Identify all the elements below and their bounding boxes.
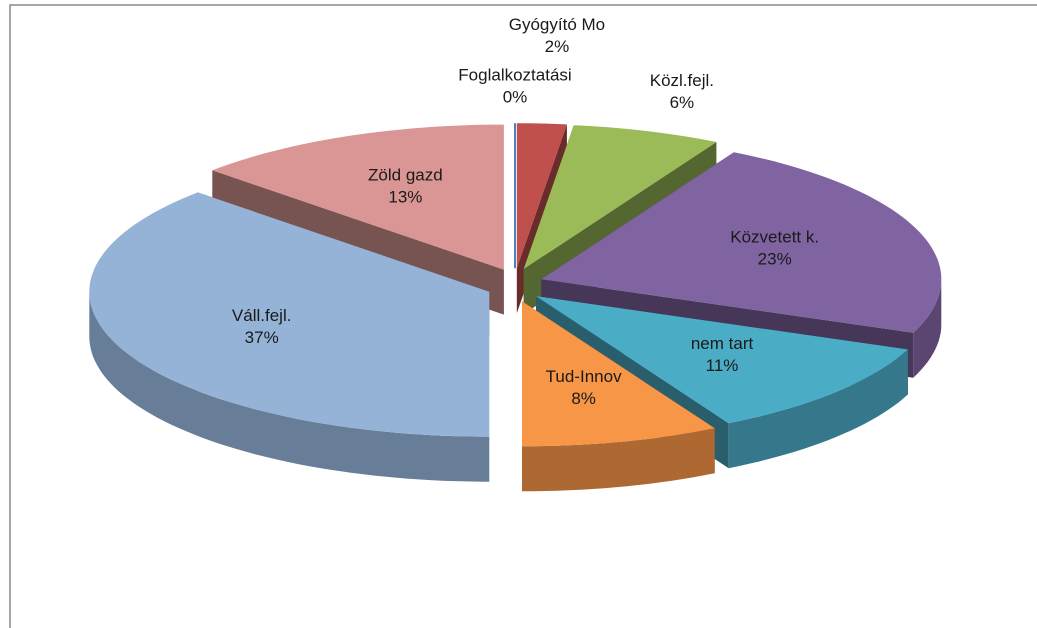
- label-name: nem tart: [691, 334, 754, 353]
- label-value: 37%: [245, 328, 279, 347]
- slice: [541, 152, 942, 333]
- label-name: Váll.fejl.: [232, 306, 292, 325]
- label-name: Közvetett k.: [730, 227, 819, 246]
- label-value: 13%: [388, 188, 422, 207]
- slice-wall: [728, 349, 908, 469]
- slice-wall: [89, 291, 490, 482]
- label-value: 8%: [571, 389, 596, 408]
- slice-wall: [913, 279, 942, 378]
- label-value: 6%: [670, 93, 695, 112]
- label-name: Tud-Innov: [546, 367, 622, 386]
- label-name: Gyógyító Mo: [509, 15, 605, 34]
- label-name: Közl.fejl.: [650, 71, 714, 90]
- slice: [522, 301, 715, 447]
- label-name: Zöld gazd: [368, 166, 443, 185]
- slice: [536, 296, 908, 424]
- slice: [212, 124, 504, 270]
- slice-tops: [89, 123, 942, 447]
- slice: [89, 192, 490, 437]
- label-name: Foglalkoztatási: [458, 65, 571, 84]
- slice-wall: [522, 428, 715, 492]
- label-value: 2%: [545, 37, 570, 56]
- slice: [516, 123, 567, 269]
- label-value: 0%: [503, 87, 528, 106]
- slice: [523, 125, 717, 269]
- label-value: 23%: [758, 249, 792, 268]
- labels: Foglalkoztatási 0% Gyógyító Mo 2% Közl.fejl.…: [232, 15, 819, 408]
- label-value: 11%: [706, 356, 739, 375]
